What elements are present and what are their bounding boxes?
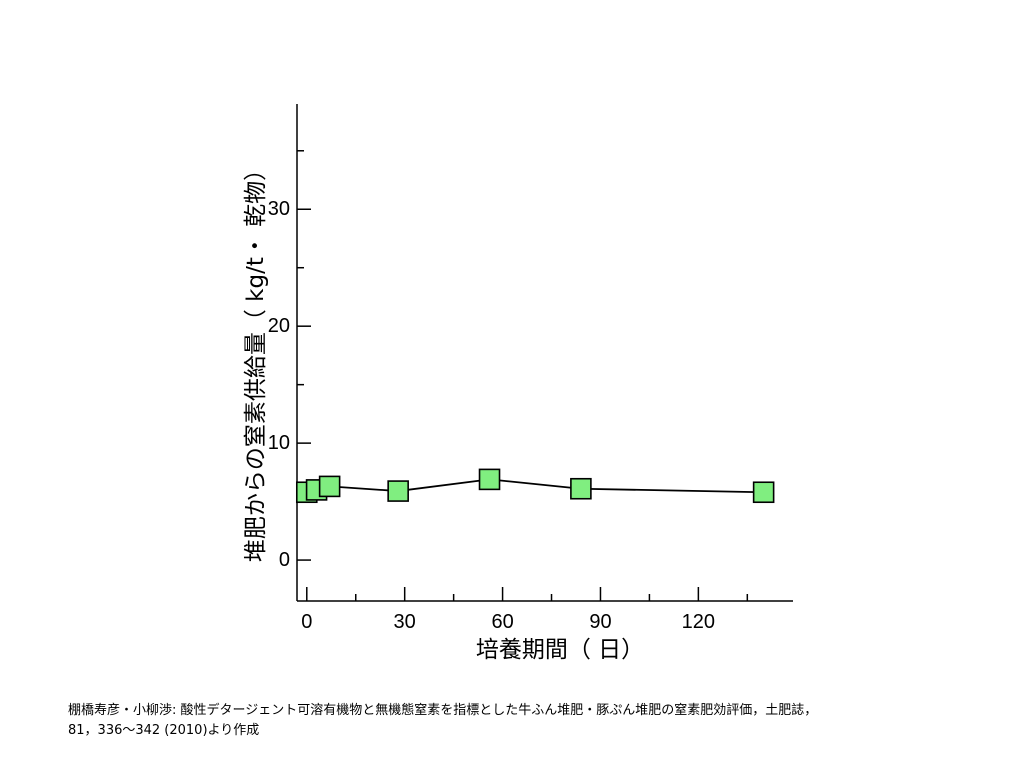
- plot-area: 0 10 20 30 0 30 60 90 120: [268, 104, 793, 633]
- y-tick-label: 0: [279, 549, 290, 571]
- y-tick-label: 10: [268, 432, 290, 454]
- citation-line-2: 81，336～342 (2010)より作成: [68, 723, 260, 738]
- series-line: [306, 478, 764, 494]
- data-point: [478, 468, 501, 491]
- y-axis-title: 堆肥からの窒素供給量（ kg/t・ 乾物）: [243, 158, 269, 562]
- citation-line-1: 棚橋寿彦・小柳渉: 酸性デタージェント可溶有機物と無機態窒素を指標とした牛ふん堆…: [68, 703, 818, 718]
- x-tick-label: 30: [394, 611, 416, 633]
- x-tick-label: 90: [589, 611, 611, 633]
- x-tick-label: 120: [682, 611, 715, 633]
- data-point: [570, 477, 592, 500]
- data-point: [752, 481, 775, 504]
- citation: 棚橋寿彦・小柳渉: 酸性デタージェント可溶有機物と無機態窒素を指標とした牛ふん堆…: [68, 701, 998, 741]
- y-tick-label: 20: [268, 315, 290, 337]
- data-point: [387, 480, 409, 502]
- x-tick-label: 0: [301, 611, 312, 633]
- x-axis-title: 培養期間（ 日）: [476, 637, 644, 663]
- y-tick-label: 30: [268, 198, 290, 220]
- data-point: [318, 475, 341, 498]
- x-tick-label: 60: [491, 611, 513, 633]
